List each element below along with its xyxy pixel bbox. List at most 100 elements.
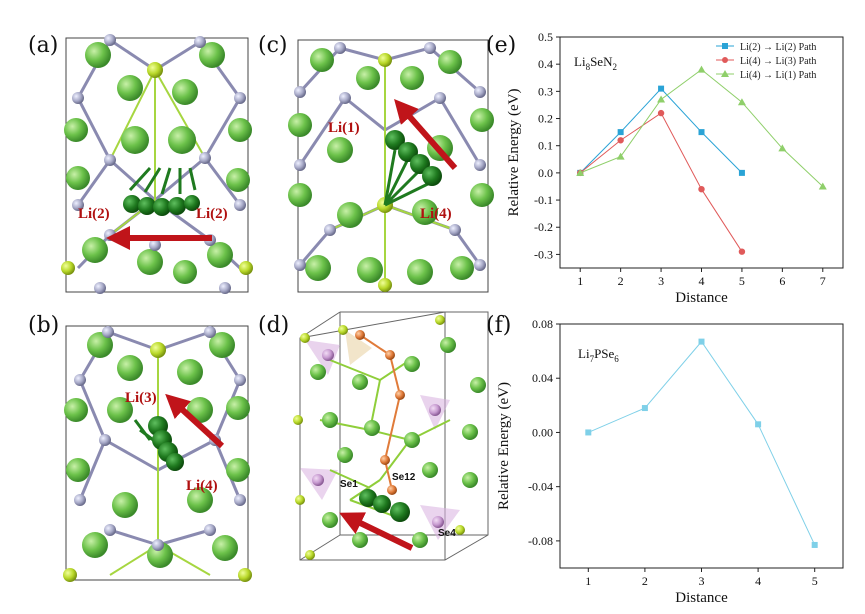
data-point [576,168,585,176]
y-tick-label: 0.0 [538,166,553,180]
data-point [738,169,745,176]
series-line [579,112,743,252]
atom-label-se4: Se4 [438,528,456,539]
panel-a-label: (a) [28,33,58,58]
data-point [617,129,624,136]
data-point [657,95,666,103]
data-point [658,85,665,92]
ps-atoms [312,349,444,528]
legend-marker [722,43,728,49]
series-line [580,68,824,187]
atom-label-li1: Li(1) [328,120,360,136]
atom-label-li2-left: Li(2) [78,206,110,222]
x-tick-label: 4 [699,274,705,288]
data-point [697,65,706,73]
x-tick-label: 2 [642,574,648,588]
x-tick-label: 1 [585,574,591,588]
y-tick-label: 0.2 [538,112,553,126]
y-tick-label: 0.3 [538,84,553,98]
data-point [585,429,592,436]
legend-marker [722,57,728,63]
compound-formula: Li8SeN2 [574,54,617,72]
migration-path [383,130,442,207]
li-atoms [64,332,250,568]
y-tick-label: -0.3 [534,247,553,261]
data-point [641,405,648,412]
p-atoms [355,330,405,495]
panel-d-label: (d) [258,313,289,338]
y-tick-label: 0.08 [532,317,553,331]
data-point [778,144,787,152]
data-point [698,185,705,193]
migration-arrow [339,512,414,551]
x-tick-label: 1 [577,274,583,288]
x-tick-label: 5 [812,574,818,588]
panel-f-label: (f) [486,313,511,338]
x-tick-label: 6 [779,274,785,288]
n-atoms [294,42,486,271]
data-point [738,248,746,255]
data-point [616,152,625,160]
legend-label: Li(4) → Li(1) Path [740,70,816,81]
y-axis-label: Relative Energy (eV) [496,382,512,510]
atom-label-li2-right: Li(2) [196,206,228,222]
se-atoms [63,342,252,582]
panel-d: (d) [258,311,489,561]
data-point [755,421,762,428]
se-atoms [293,315,465,560]
series-line [588,340,816,546]
y-tick-label: -0.1 [534,193,553,207]
migration-arrow [165,393,225,449]
y-tick-label: 0.04 [532,371,553,385]
data-point [818,182,827,190]
orange-bonds [359,334,401,491]
y-tick-label: 0.1 [538,139,553,153]
chart-f: (f) 1 2 3 4 5 -0.08 -0.04 0.00 0.04 0.08 Distance R… [486,313,844,606]
atom-label-li4: Li(4) [420,206,452,222]
y-tick-label: 0.5 [538,30,553,44]
x-tick-label: 2 [618,274,624,288]
x-tick-label: 4 [755,574,761,588]
migration-arrow [394,99,458,170]
li-se-bonds [329,60,456,285]
atom-label-se12: Se12 [392,472,416,483]
atom-label-li3: Li(3) [125,390,157,406]
y-axis-label: Relative Energy (eV) [506,88,522,216]
y-tick-label: -0.2 [534,220,553,234]
legend-label: Li(4) → Li(3) Path [740,56,816,67]
y-tick-label: 0.00 [532,425,553,439]
atom-label-li4: Li(4) [186,478,218,494]
x-axis-label: Distance [675,290,728,306]
legend-marker [721,70,729,77]
compound-formula: Li7PSe6 [578,346,619,364]
li-atoms [64,42,252,284]
panel-c: (c) [258,33,494,293]
unit-cell-box [65,325,249,581]
panel-e-label: (e) [486,33,516,58]
y-tick-label: -0.08 [528,534,553,548]
data-point [811,541,818,548]
y-tick-label: -0.04 [528,480,553,494]
x-tick-label: 7 [820,274,826,288]
panel-b-label: (b) [28,313,59,338]
data-point [698,129,705,136]
data-point [657,109,665,117]
unit-cell-box [65,37,249,293]
data-point [617,137,624,144]
x-axis-label: Distance [675,590,728,606]
x-tick-label: 3 [658,274,664,288]
panel-c-label: (c) [258,33,288,58]
migration-path [123,166,200,216]
panel-a: (a) [28,33,253,294]
data-point [698,338,705,345]
legend-label: Li(2) → Li(2) Path [740,42,816,53]
chart-e: (e) 1 2 3 4 5 6 7 -0.3 -0.2 -0.1 0.0 0.1 0.2 0.3 0.4 0.… [486,30,844,306]
migration-path [133,416,184,471]
se-atoms [61,62,253,275]
migration-path [359,489,410,522]
x-tick-label: 3 [699,574,705,588]
data-point [737,98,746,106]
panel-b: (b) [28,313,252,582]
atom-label-se1: Se1 [340,479,358,490]
